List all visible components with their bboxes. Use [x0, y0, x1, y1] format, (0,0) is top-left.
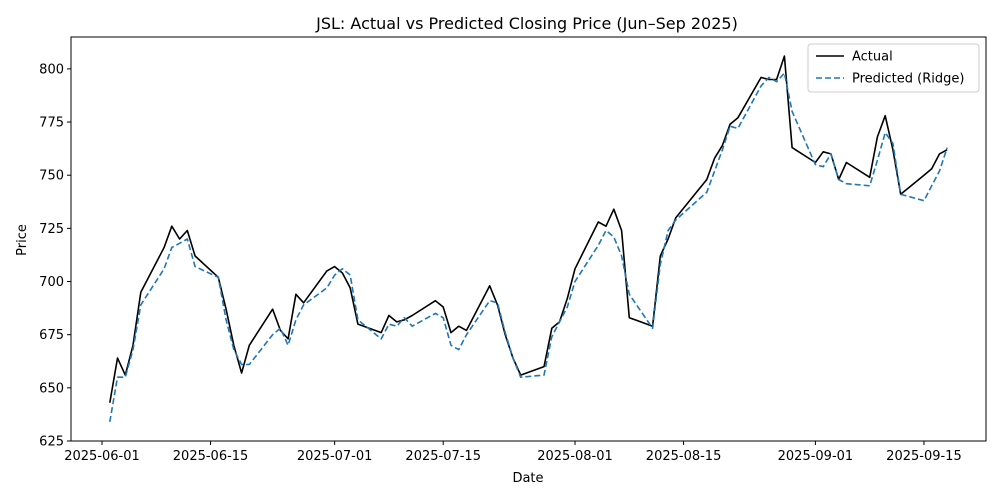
chart-title: JSL: Actual vs Predicted Closing Price (…: [315, 14, 738, 33]
x-tick-label: 2025-07-01: [297, 449, 373, 464]
y-tick-label: 725: [39, 222, 64, 237]
legend-box: [807, 43, 980, 93]
y-axis: 625 650 675 700 725 750 775 800: [39, 62, 71, 450]
y-tick-label: 775: [39, 116, 64, 131]
legend-label-predicted: Predicted (Ridge): [852, 72, 964, 87]
x-tick-label: 2025-08-01: [537, 449, 613, 464]
x-axis-title: Date: [512, 471, 543, 486]
plot-series-group: [109, 55, 948, 423]
x-axis: 2025-06-01 2025-06-15 2025-07-01 2025-07-15…: [64, 441, 962, 464]
x-tick-label: 2025-06-01: [64, 449, 140, 464]
x-tick-label: 2025-09-15: [886, 449, 962, 464]
y-tick-label: 700: [39, 275, 64, 290]
y-tick-label: 750: [39, 169, 64, 184]
y-axis-title: Price: [15, 224, 30, 256]
x-tick-label: 2025-08-15: [646, 449, 722, 464]
x-tick-label: 2025-06-15: [173, 449, 249, 464]
x-tick-label: 2025-07-15: [405, 449, 481, 464]
legend-label-actual: Actual: [852, 50, 893, 65]
plot-frame: [70, 36, 987, 442]
y-tick-label: 625: [39, 435, 64, 450]
y-tick-label: 675: [39, 328, 64, 343]
series-line-predicted: [109, 72, 948, 423]
y-tick-label: 800: [39, 62, 64, 77]
x-tick-label: 2025-09-01: [778, 449, 854, 464]
legend: Actual Predicted (Ridge): [807, 43, 980, 93]
y-tick-label: 650: [39, 381, 64, 396]
